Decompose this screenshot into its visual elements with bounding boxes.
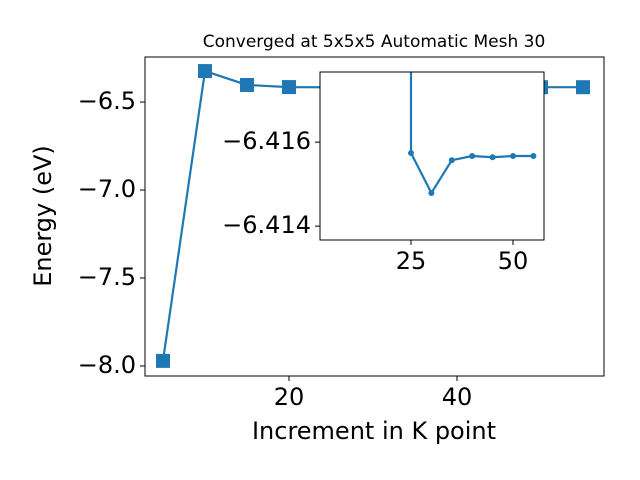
axes-frame <box>319 71 545 241</box>
x-tick-label: 25 <box>396 247 427 275</box>
x-tick-label: 50 <box>498 247 529 275</box>
marker <box>509 153 516 159</box>
chart-title: Converged at 5x5x5 Automatic Mesh 30 <box>203 32 546 52</box>
y-tick-label: −8.0 <box>78 351 136 379</box>
marker <box>575 80 590 95</box>
x-tick-label: 40 <box>442 383 473 411</box>
marker <box>281 80 296 95</box>
marker <box>197 64 212 79</box>
marker <box>530 153 537 159</box>
y-tick-label: −6.416 <box>222 127 311 155</box>
axes-frame <box>144 56 605 377</box>
y-tick-label: −6.414 <box>222 211 311 239</box>
marker <box>489 154 496 161</box>
y-tick-label: −6.5 <box>78 87 136 115</box>
x-axis-label: Increment in K point <box>252 417 496 445</box>
marker <box>407 150 414 157</box>
plot-area <box>407 72 537 196</box>
marker <box>448 157 455 164</box>
x-tick-label: 20 <box>274 383 305 411</box>
marker <box>428 189 435 196</box>
marker <box>155 353 170 368</box>
y-tick-label: −7.5 <box>78 263 136 291</box>
marker <box>239 77 254 92</box>
y-tick-label: −7.0 <box>78 175 136 203</box>
marker <box>469 153 476 159</box>
y-axis-label: Energy (eV) <box>29 145 57 287</box>
